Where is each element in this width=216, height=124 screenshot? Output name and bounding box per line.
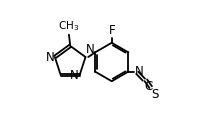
Text: N: N xyxy=(86,43,95,56)
Text: N: N xyxy=(46,50,54,63)
Text: CH$_3$: CH$_3$ xyxy=(58,20,79,33)
Text: S: S xyxy=(151,88,158,101)
Text: C: C xyxy=(144,80,152,93)
Text: F: F xyxy=(108,24,115,37)
Text: N: N xyxy=(70,69,79,82)
Text: N: N xyxy=(135,65,143,78)
